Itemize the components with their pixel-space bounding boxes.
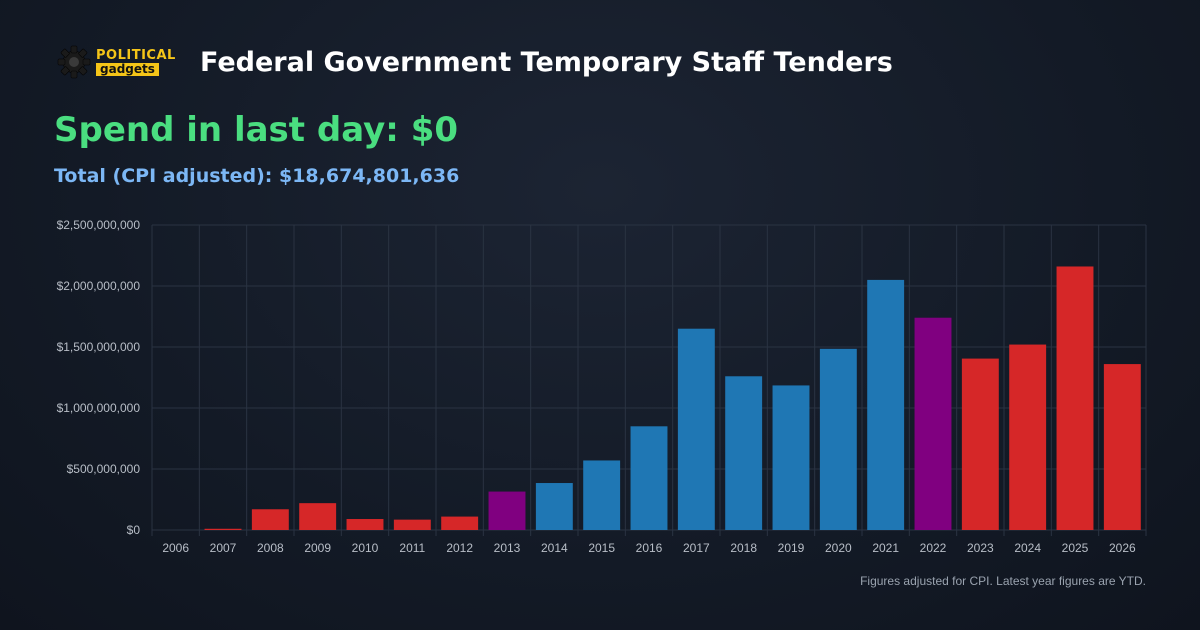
- bar-2011[interactable]: [393, 519, 431, 530]
- gear-icon: [57, 45, 91, 79]
- x-tick-label: 2006: [162, 541, 189, 555]
- x-tick-label: 2013: [494, 541, 521, 555]
- x-tick-label: 2010: [352, 541, 379, 555]
- x-tick-label: 2023: [967, 541, 994, 555]
- bar-2008[interactable]: [251, 509, 289, 530]
- x-tick-label: 2009: [304, 541, 331, 555]
- x-tick-label: 2020: [825, 541, 852, 555]
- x-tick-label: 2026: [1109, 541, 1136, 555]
- x-tick-label: 2018: [730, 541, 757, 555]
- bar-2018[interactable]: [725, 376, 763, 530]
- bar-2017[interactable]: [677, 328, 715, 530]
- bar-2013[interactable]: [488, 491, 526, 530]
- y-tick-label: $2,500,000,000: [57, 218, 141, 232]
- y-tick-label: $500,000,000: [67, 462, 141, 476]
- logo-wordmark-bottom: gadgets: [96, 62, 159, 76]
- x-tick-label: 2008: [257, 541, 284, 555]
- bars: [204, 266, 1141, 530]
- bar-2019[interactable]: [772, 385, 810, 530]
- bar-2024[interactable]: [1009, 344, 1047, 530]
- x-tick-label: 2025: [1062, 541, 1089, 555]
- y-tick-label: $0: [127, 523, 141, 537]
- spend-last-day: Spend in last day: $0: [54, 110, 459, 150]
- political-gadgets-logo[interactable]: POLITICAL gadgets: [56, 42, 186, 82]
- x-tick-label: 2012: [446, 541, 473, 555]
- x-tick-label: 2007: [210, 541, 237, 555]
- x-tick-label: 2019: [778, 541, 805, 555]
- bar-2023[interactable]: [961, 358, 999, 530]
- page-title: Federal Government Temporary Staff Tende…: [200, 46, 893, 78]
- footnote: Figures adjusted for CPI. Latest year fi…: [860, 574, 1146, 588]
- bar-2020[interactable]: [819, 348, 857, 530]
- x-tick-label: 2016: [636, 541, 663, 555]
- bar-2014[interactable]: [535, 483, 573, 530]
- bar-2009[interactable]: [299, 503, 337, 530]
- bar-2010[interactable]: [346, 519, 384, 530]
- y-tick-label: $2,000,000,000: [57, 279, 141, 293]
- x-axis-ticks: 2006 2007 2008 2009 2010 2011 2012 2013 2014 2015…: [162, 541, 1136, 555]
- header: POLITICAL gadgets Federal Government Tem…: [56, 40, 893, 84]
- bar-2015[interactable]: [583, 460, 621, 530]
- bar-2016[interactable]: [630, 426, 668, 530]
- bar-2025[interactable]: [1056, 266, 1094, 530]
- bar-2007[interactable]: [204, 528, 242, 530]
- y-tick-label: $1,500,000,000: [57, 340, 141, 354]
- bar-2022[interactable]: [914, 317, 952, 530]
- x-tick-label: 2011: [399, 541, 425, 555]
- total-cpi-adjusted: Total (CPI adjusted): $18,674,801,636: [54, 165, 460, 187]
- logo-wordmark-top: POLITICAL: [96, 47, 176, 63]
- bar-2012[interactable]: [441, 516, 479, 530]
- x-tick-label: 2022: [920, 541, 947, 555]
- y-axis-ticks: $0 $500,000,000 $1,000,000,000 $1,500,000,0…: [57, 218, 141, 537]
- bar-2026[interactable]: [1103, 364, 1141, 530]
- x-tick-label: 2015: [588, 541, 615, 555]
- x-tick-label: 2021: [872, 541, 899, 555]
- y-tick-label: $1,000,000,000: [57, 401, 141, 415]
- x-tick-label: 2014: [541, 541, 568, 555]
- grid-lines: [151, 224, 1147, 536]
- bar-2021[interactable]: [867, 279, 905, 530]
- x-tick-label: 2024: [1014, 541, 1041, 555]
- x-tick-label: 2017: [683, 541, 710, 555]
